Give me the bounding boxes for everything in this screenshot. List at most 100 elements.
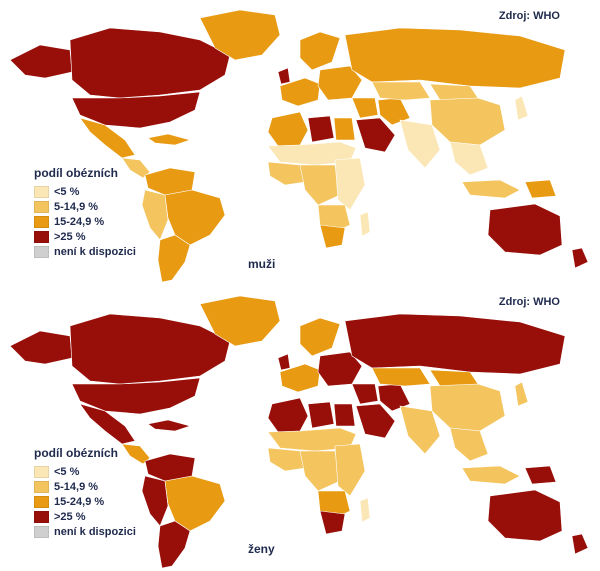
region-east-africa [334,157,366,211]
region-canada [69,313,231,385]
region-central-asia [371,81,431,101]
region-western-europe [279,77,321,107]
region-greenland [199,9,281,61]
legend-label: <5 % [54,186,80,198]
map-caption: ženy [248,542,275,556]
region-papua [524,465,557,485]
map-panel-men: Zdroj: WHO podíl obézních <5 % 5-14,9 % 15… [0,0,600,285]
region-japan [514,95,529,121]
legend-swatch [34,246,49,258]
region-china [429,97,506,146]
legend-item: 15-24,9 % [34,215,136,229]
region-southern-cone [157,520,191,569]
legend-items: <5 % 5-14,9 % 15-24,9 % >25 % není k dispozi… [34,185,136,259]
region-uk [277,67,291,85]
region-uk [277,353,291,371]
legend-label: >25 % [54,231,86,243]
legend-item: 5-14,9 % [34,200,136,214]
region-southern-cone [157,234,191,283]
region-greenland [199,295,281,347]
region-mexico [79,403,136,445]
legend-label: <5 % [54,466,80,478]
region-russia [344,313,566,375]
map-caption: muži [248,257,276,271]
legend-swatch [34,526,49,538]
region-caribbean [147,133,192,146]
region-south-asia [399,119,441,169]
region-middle-east [351,97,379,119]
region-australia [487,489,563,542]
region-indonesia [461,465,521,485]
region-western-europe [279,363,321,393]
region-papua [524,179,557,199]
legend-item: <5 % [34,185,136,199]
region-north-africa [267,111,309,147]
legend-swatch [34,496,49,508]
region-new-zealand [571,247,589,269]
legend-label: není k dispozici [54,526,136,538]
region-central-africa [299,164,341,206]
region-scandinavia [299,31,341,71]
region-brazil [164,475,226,532]
region-new-zealand [571,533,589,555]
region-libya [307,401,335,429]
region-usa [71,377,201,415]
legend-item: 15-24,9 % [34,495,136,509]
legend-swatch [34,481,49,493]
source-label: Zdroj: WHO [498,10,560,22]
region-madagascar [359,211,371,237]
legend-swatch [34,201,49,213]
legend-label: 5-14,9 % [54,481,99,493]
region-arabia [355,403,396,439]
legend: podíl obézních <5 % 5-14,9 % 15-24,9 % >25 … [34,166,136,260]
region-middle-east [351,383,379,405]
region-southeast-asia [449,427,489,462]
legend-item: není k dispozici [34,245,136,259]
region-scandinavia [299,317,341,357]
region-south-africa [319,224,346,249]
region-usa [71,91,201,129]
legend-swatch [34,511,49,523]
region-peru-andes [141,475,169,527]
region-russia [344,27,566,89]
legend-item: <5 % [34,465,136,479]
region-arabia [355,117,396,153]
region-central-asia [371,367,431,387]
legend-label: 15-24,9 % [54,216,105,228]
region-libya [307,115,335,143]
legend-swatch [34,466,49,478]
region-alaska [9,44,73,79]
region-sahel [267,141,357,166]
region-alaska [9,330,73,365]
region-brazil [164,189,226,246]
region-australia [487,203,563,256]
region-peru-andes [141,189,169,241]
legend-title: podíl obézních [34,446,118,460]
region-mexico [79,117,136,159]
region-west-africa [267,161,306,186]
region-egypt [333,117,356,141]
region-central-africa [299,450,341,492]
region-mongolia [429,83,479,101]
region-sahel [267,427,357,452]
region-east-africa [334,443,366,497]
legend: podíl obézních <5 % 5-14,9 % 15-24,9 % >25 … [34,446,136,540]
region-southeast-asia [449,141,489,176]
legend-label: 15-24,9 % [54,496,105,508]
legend-swatch [34,231,49,243]
region-china [429,383,506,432]
legend-item: >25 % [34,230,136,244]
region-caribbean [147,419,192,432]
legend-swatch [34,216,49,228]
world-map-women [9,295,589,569]
legend-label: není k dispozici [54,246,136,258]
legend-label: 5-14,9 % [54,201,99,213]
legend-item: 5-14,9 % [34,480,136,494]
source-label: Zdroj: WHO [498,296,560,308]
legend-swatch [34,186,49,198]
legend-item: >25 % [34,510,136,524]
legend-label: >25 % [54,511,86,523]
region-madagascar [359,497,371,523]
world-map-men [9,9,589,283]
legend-title: podíl obézních [34,166,118,180]
